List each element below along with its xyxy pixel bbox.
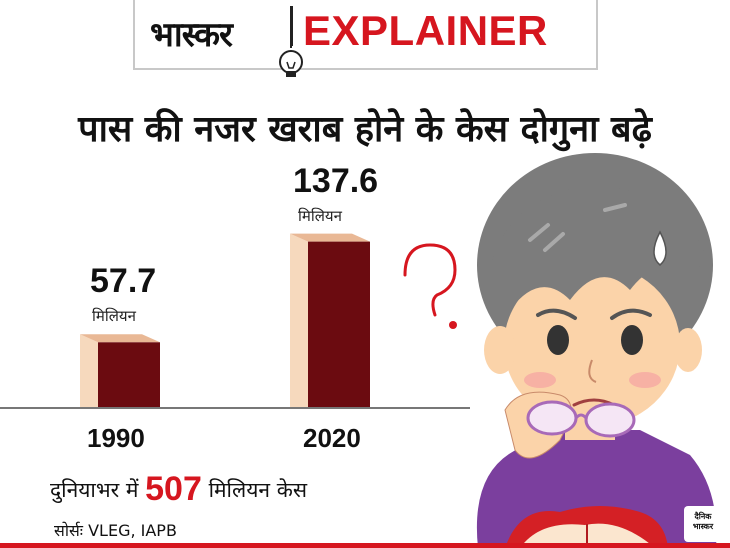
bar-chart	[80, 233, 370, 407]
logo-line2: भास्कर	[692, 522, 714, 531]
bar-top-2020	[290, 233, 370, 242]
summary-text: दुनियाभर में 507 मिलियन केस	[50, 470, 307, 509]
bar-side-2020	[290, 233, 308, 407]
explainer-title: EXPLAINER	[303, 7, 548, 54]
question-mark-icon	[403, 243, 457, 329]
dainik-bhaskar-logo: दैनिक भास्कर	[684, 506, 722, 542]
data-label-1990: 57.7	[90, 262, 157, 301]
source-text: सोर्सः VLEG, IAPB	[54, 521, 177, 540]
brand-logo: भास्कर	[150, 15, 233, 55]
bottom-accent-bar	[0, 543, 730, 548]
summary-suffix: मिलियन केस	[208, 478, 308, 502]
lightbulb-icon	[279, 40, 303, 77]
data-label-2020: 137.6	[293, 161, 379, 200]
header-box	[133, 0, 598, 70]
tick-label-1990: 1990	[87, 423, 145, 453]
bar-2020	[308, 241, 370, 407]
unit-label-1990: मिलियन	[92, 307, 136, 326]
logo-line1: दैनिक	[694, 512, 712, 521]
bar-side-1990	[80, 334, 98, 407]
summary-prefix: दुनियाभर में	[50, 478, 139, 502]
unit-label-2020: मिलियन	[298, 206, 342, 225]
x-axis-line	[0, 407, 470, 409]
bar-top-1990	[80, 334, 160, 343]
bar-1990	[98, 342, 160, 407]
header-divider	[290, 6, 293, 46]
summary-number: 507	[145, 470, 202, 508]
headline: पास की नजर खराब होने के केस दोगुना बढ़े	[78, 109, 652, 150]
tick-label-2020: 2020	[303, 423, 361, 453]
